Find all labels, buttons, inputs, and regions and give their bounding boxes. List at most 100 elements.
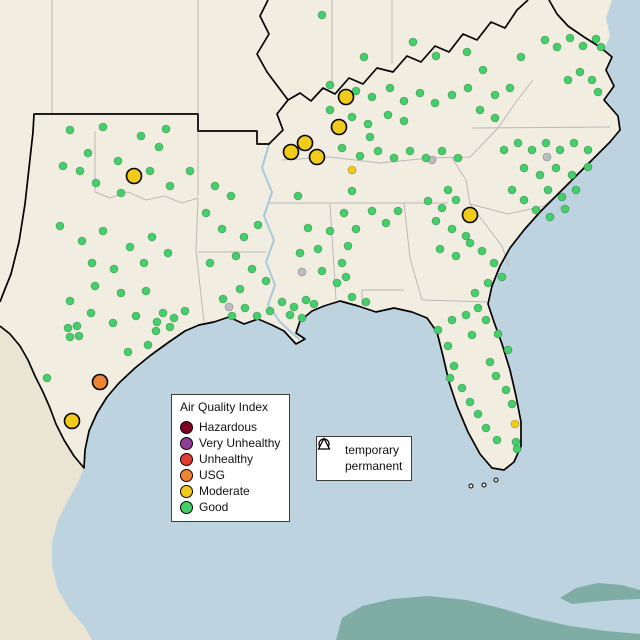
aqi-marker[interactable] (499, 145, 509, 155)
aqi-marker[interactable] (513, 138, 523, 148)
aqi-marker[interactable] (282, 143, 300, 161)
aqi-marker[interactable] (447, 315, 457, 325)
aqi-marker[interactable] (555, 145, 565, 155)
aqi-marker[interactable] (277, 297, 287, 307)
aqi-marker[interactable] (583, 145, 593, 155)
aqi-marker[interactable] (231, 251, 241, 261)
aqi-marker[interactable] (72, 321, 82, 331)
aqi-marker[interactable] (341, 272, 351, 282)
aqi-marker[interactable] (65, 296, 75, 306)
aqi-marker[interactable] (113, 156, 123, 166)
aqi-marker[interactable] (154, 142, 164, 152)
aqi-marker[interactable] (297, 313, 307, 323)
aqi-marker[interactable] (325, 226, 335, 236)
aqi-marker[interactable] (593, 87, 603, 97)
aqi-marker[interactable] (224, 302, 234, 312)
aqi-marker[interactable] (490, 90, 500, 100)
aqi-marker[interactable] (430, 98, 440, 108)
aqi-marker[interactable] (507, 399, 517, 409)
aqi-marker[interactable] (463, 83, 473, 93)
aqi-marker[interactable] (393, 206, 403, 216)
aqi-marker[interactable] (337, 88, 355, 106)
aqi-marker[interactable] (540, 35, 550, 45)
aqi-marker[interactable] (185, 166, 195, 176)
aqi-marker[interactable] (240, 303, 250, 313)
aqi-marker[interactable] (451, 195, 461, 205)
aqi-marker[interactable] (63, 323, 73, 333)
aqi-marker[interactable] (571, 185, 581, 195)
aqi-marker[interactable] (226, 191, 236, 201)
aqi-marker[interactable] (317, 266, 327, 276)
aqi-marker[interactable] (367, 92, 377, 102)
aqi-marker[interactable] (505, 83, 515, 93)
aqi-marker[interactable] (489, 258, 499, 268)
aqi-marker[interactable] (560, 204, 570, 214)
aqi-marker[interactable] (361, 297, 371, 307)
aqi-marker[interactable] (557, 192, 567, 202)
aqi-marker[interactable] (141, 286, 151, 296)
aqi-marker[interactable] (389, 153, 399, 163)
aqi-marker[interactable] (347, 165, 357, 175)
aqi-marker[interactable] (332, 278, 342, 288)
aqi-marker[interactable] (510, 419, 520, 429)
aqi-marker[interactable] (501, 385, 511, 395)
aqi-marker[interactable] (497, 272, 507, 282)
aqi-marker[interactable] (461, 231, 471, 241)
aqi-marker[interactable] (516, 52, 526, 62)
aqi-marker[interactable] (87, 258, 97, 268)
aqi-marker[interactable] (475, 105, 485, 115)
aqi-marker[interactable] (239, 232, 249, 242)
aqi-marker[interactable] (116, 188, 126, 198)
aqi-marker[interactable] (490, 113, 500, 123)
aqi-marker[interactable] (309, 299, 319, 309)
aqi-marker[interactable] (77, 236, 87, 246)
aqi-marker[interactable] (158, 308, 168, 318)
aqi-marker[interactable] (261, 276, 271, 286)
aqi-marker[interactable] (569, 138, 579, 148)
aqi-marker[interactable] (583, 162, 593, 172)
aqi-marker[interactable] (108, 318, 118, 328)
aqi-marker[interactable] (325, 105, 335, 115)
aqi-marker[interactable] (385, 83, 395, 93)
aqi-marker[interactable] (90, 281, 100, 291)
aqi-marker[interactable] (337, 143, 347, 153)
aqi-marker[interactable] (545, 212, 555, 222)
aqi-marker[interactable] (575, 67, 585, 77)
aqi-marker[interactable] (63, 412, 81, 430)
aqi-marker[interactable] (457, 383, 467, 393)
aqi-marker[interactable] (303, 223, 313, 233)
aqi-marker[interactable] (58, 161, 68, 171)
aqi-marker[interactable] (165, 322, 175, 332)
aqi-marker[interactable] (511, 437, 521, 447)
aqi-marker[interactable] (405, 146, 415, 156)
aqi-marker[interactable] (86, 308, 96, 318)
aqi-marker[interactable] (383, 110, 393, 120)
aqi-marker[interactable] (363, 119, 373, 129)
aqi-marker[interactable] (552, 42, 562, 52)
aqi-marker[interactable] (125, 242, 135, 252)
aqi-marker[interactable] (519, 163, 529, 173)
aqi-marker[interactable] (519, 195, 529, 205)
aqi-marker[interactable] (431, 51, 441, 61)
aqi-marker[interactable] (477, 246, 487, 256)
aqi-marker[interactable] (131, 311, 141, 321)
aqi-marker[interactable] (180, 306, 190, 316)
aqi-marker[interactable] (453, 153, 463, 163)
aqi-marker[interactable] (435, 244, 445, 254)
aqi-marker[interactable] (123, 347, 133, 357)
aqi-marker[interactable] (447, 224, 457, 234)
aqi-marker[interactable] (367, 206, 377, 216)
aqi-marker[interactable] (437, 203, 447, 213)
aqi-marker[interactable] (470, 288, 480, 298)
aqi-marker[interactable] (542, 152, 552, 162)
aqi-marker[interactable] (399, 116, 409, 126)
aqi-marker[interactable] (347, 292, 357, 302)
aqi-marker[interactable] (415, 88, 425, 98)
aqi-marker[interactable] (423, 196, 433, 206)
aqi-marker[interactable] (161, 124, 171, 134)
aqi-marker[interactable] (217, 224, 227, 234)
aqi-marker[interactable] (330, 118, 348, 136)
aqi-marker[interactable] (74, 331, 84, 341)
aqi-marker[interactable] (591, 34, 601, 44)
aqi-marker[interactable] (247, 264, 257, 274)
